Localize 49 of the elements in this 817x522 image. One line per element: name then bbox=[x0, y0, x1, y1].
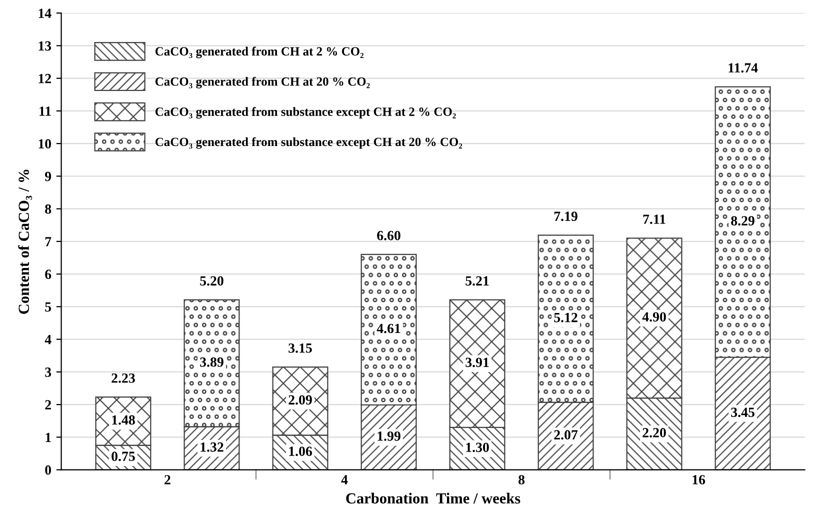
data-label: 2.20 bbox=[642, 428, 666, 438]
total-label: 5.20 bbox=[200, 276, 224, 286]
data-label: 0.75 bbox=[112, 452, 135, 462]
data-label: 2.09 bbox=[288, 395, 312, 405]
total-label: 11.74 bbox=[728, 63, 758, 73]
data-label: 5.12 bbox=[554, 312, 578, 322]
legend-label: CaCO₃ generated from substance except CH at 20 % CO₂ bbox=[155, 137, 462, 149]
y-tick-label: 14 bbox=[38, 8, 52, 18]
data-label: 3.91 bbox=[466, 358, 489, 368]
data-label: 1.30 bbox=[466, 442, 489, 452]
x-tick-label: 2 bbox=[164, 475, 170, 484]
y-axis-title: Content of CaCO₃ / % bbox=[18, 170, 32, 314]
y-tick-label: 7 bbox=[45, 237, 52, 246]
y-tick-label: 5 bbox=[45, 302, 52, 312]
legend-label: CaCO₃ generated from CH at 20 % CO₂ bbox=[155, 76, 370, 88]
data-label: 4.61 bbox=[376, 324, 400, 334]
x-tick-label: 8 bbox=[518, 475, 525, 484]
y-tick-label: 10 bbox=[38, 139, 52, 149]
data-label: 1.06 bbox=[289, 446, 312, 456]
y-tick-label: 1 bbox=[46, 432, 51, 442]
data-label: 1.32 bbox=[200, 442, 224, 452]
total-label: 3.15 bbox=[288, 343, 312, 353]
x-axis-title: Carbonation Time / weeks bbox=[346, 492, 520, 504]
total-label: 5.21 bbox=[466, 276, 489, 286]
y-tick-label: 13 bbox=[38, 41, 52, 51]
total-label: 7.19 bbox=[554, 212, 578, 222]
y-tick-label: 12 bbox=[38, 74, 51, 84]
x-tick-label: 4 bbox=[341, 475, 348, 484]
data-label: 1.48 bbox=[112, 415, 135, 425]
total-label: 6.60 bbox=[377, 230, 400, 240]
data-label: 4.90 bbox=[642, 312, 666, 322]
total-label: 7.11 bbox=[643, 214, 666, 224]
y-tick-label: 2 bbox=[45, 400, 51, 410]
x-tick-label: 16 bbox=[692, 475, 706, 484]
data-label: 3.89 bbox=[200, 357, 224, 367]
y-tick-label: 0 bbox=[45, 465, 52, 475]
y-tick-label: 8 bbox=[45, 204, 52, 214]
y-tick-label: 4 bbox=[44, 334, 52, 344]
data-label: 3.45 bbox=[731, 408, 754, 418]
data-label: 2.07 bbox=[554, 430, 578, 440]
total-label: 2.23 bbox=[112, 373, 135, 383]
data-label: 8.29 bbox=[731, 216, 754, 226]
y-tick-label: 9 bbox=[44, 172, 52, 182]
y-tick-label: 11 bbox=[40, 106, 51, 116]
legend-label: CaCO₃ generated from substance except CH at 2 % CO₂ bbox=[155, 107, 456, 119]
y-tick-label: 3 bbox=[45, 368, 52, 377]
data-label: 1.99 bbox=[378, 431, 400, 441]
y-tick-label: 6 bbox=[45, 270, 52, 280]
legend-label: CaCO₃ generated from CH at 2 % CO₂ bbox=[155, 46, 364, 58]
